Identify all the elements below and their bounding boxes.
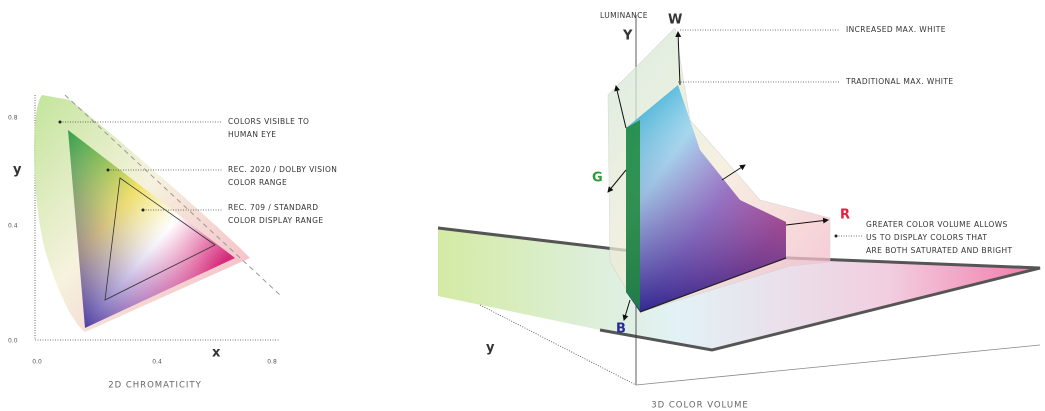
boundary-line (64, 94, 281, 296)
x-axis-label: x (212, 346, 221, 361)
annotation: HUMAN EYE (228, 130, 276, 139)
luminance-label: LUMINANCE (600, 11, 648, 20)
edge (639, 257, 787, 313)
axis-Y-label: Y (622, 29, 633, 44)
volume-shade (626, 85, 786, 312)
leader-dot (834, 234, 838, 238)
leader-dot (141, 208, 145, 212)
annotation: REC. 2020 / DOLBY VISION (228, 165, 337, 174)
green-label: G (592, 171, 603, 186)
arrow (721, 164, 746, 181)
arrow (675, 31, 682, 86)
annotation: COLOR RANGE (228, 178, 287, 187)
floor-edge (437, 226, 1041, 352)
annotation: COLORS VISIBLE TO (228, 117, 309, 126)
floor-gamut (438, 228, 1040, 350)
arrow (785, 217, 829, 226)
caption: 2D CHROMATICITY (108, 381, 202, 391)
axis-y-label: y (486, 341, 495, 356)
x-tick-label: 0.0 (32, 359, 42, 366)
red-label: R (840, 208, 850, 223)
chromaticity-diagram: y x 0.8 0.4 0.0 0.0 0.4 0.8 COLORS VISIB… (8, 94, 337, 391)
arrow (614, 85, 627, 129)
annotation: ARE BOTH SATURATED AND BRIGHT (866, 246, 1013, 255)
rec2020-shade (68, 130, 235, 328)
blue-label: B (616, 322, 626, 337)
annotation: REC. 709 / STANDARD (228, 203, 318, 212)
leader-dot (58, 120, 62, 124)
caption: 3D COLOR VOLUME (651, 401, 749, 411)
y-tick-label: 0.0 (8, 338, 18, 345)
arrow (607, 169, 627, 193)
y-tick-label: 0.4 (8, 223, 18, 230)
rec709-triangle (104, 177, 216, 301)
green-face (626, 120, 640, 310)
color-volume-diagram: LUMINANCE Y W INCREASED MAX. WHITE TRADI… (437, 11, 1041, 411)
annotation: INCREASED MAX. WHITE (846, 25, 946, 34)
y-axis-label: y (13, 163, 22, 178)
white-label: W (668, 13, 682, 28)
x-tick-label: 0.4 (152, 359, 162, 366)
y-tick-label: 0.8 (8, 115, 18, 122)
x-tick-label: 0.8 (267, 359, 277, 366)
annotation: TRADITIONAL MAX. WHITE (845, 77, 954, 86)
annotation: COLOR DISPLAY RANGE (228, 216, 323, 225)
y-axis (479, 304, 637, 386)
x-axis (635, 344, 1041, 386)
arrow (622, 299, 631, 321)
leader-dot (106, 168, 110, 172)
annotation: US TO DISPLAY COLORS THAT (866, 233, 987, 242)
annotation: GREATER COLOR VOLUME ALLOWS (866, 220, 1008, 229)
